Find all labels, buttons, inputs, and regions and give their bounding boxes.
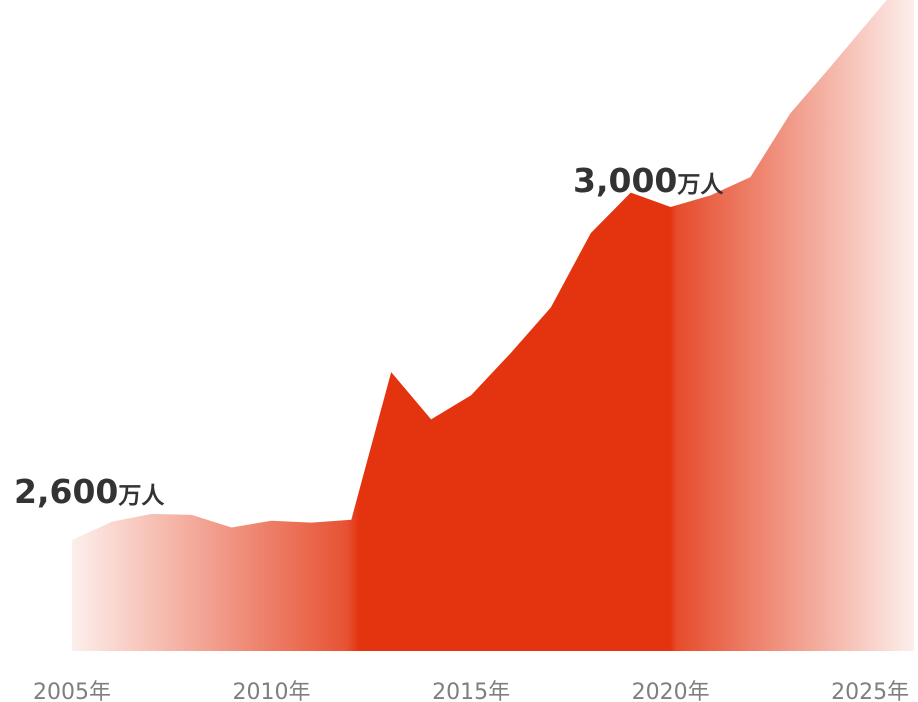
area-layer <box>72 0 914 651</box>
annotation-start: 2,600万人 <box>14 472 165 511</box>
annotation-peak-unit: 万人 <box>677 172 724 198</box>
x-tick-label: 2005年 <box>33 680 111 702</box>
x-tick-label: 2025年 <box>831 680 909 702</box>
x-tick-label: 2015年 <box>432 680 510 702</box>
x-tick-label: 2010年 <box>233 680 311 702</box>
annotation-peak: 3,000万人 <box>573 161 724 200</box>
annotation-layer: 2,600万人 3,000万人 <box>14 161 724 511</box>
x-tick-label: 2020年 <box>632 680 710 702</box>
annotation-peak-value: 3,000 <box>573 161 677 200</box>
annotation-start-value: 2,600 <box>14 472 118 511</box>
annotation-start-unit: 万人 <box>118 483 165 509</box>
area-series <box>72 0 914 651</box>
x-axis-ticks: 2005年 2010年 2015年 2020年 2025年 <box>33 680 909 702</box>
